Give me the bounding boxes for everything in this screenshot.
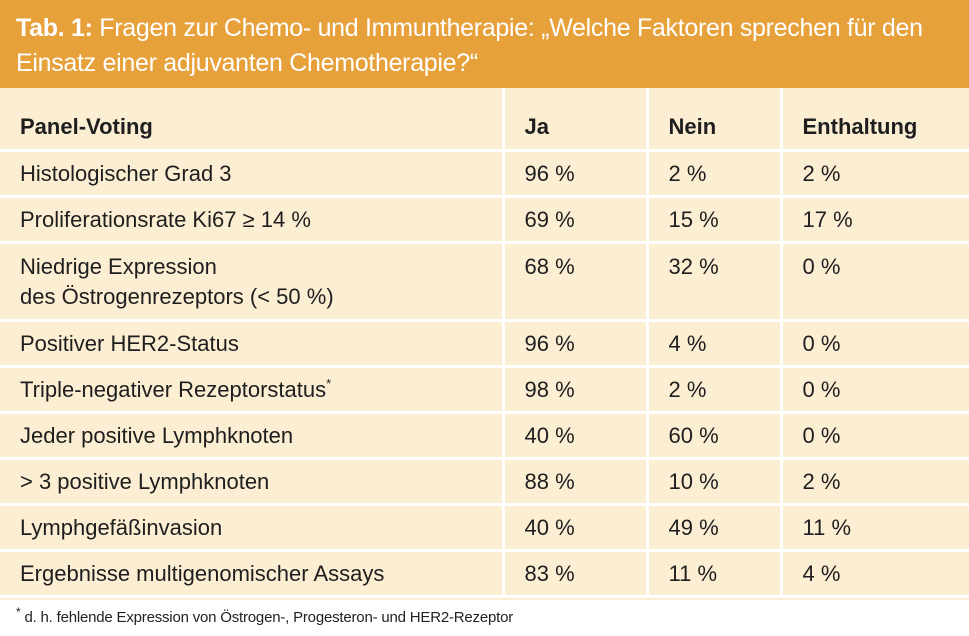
- factor-cell: Histologischer Grad 3: [0, 150, 503, 198]
- table-row: Jeder positive Lymphknoten 40 % 60 % 0 %: [0, 412, 969, 460]
- enthaltung-cell: 4 %: [779, 550, 969, 598]
- nein-cell: 15 %: [645, 196, 781, 244]
- ja-cell: 68 %: [501, 242, 647, 322]
- ja-cell: 96 %: [501, 150, 647, 198]
- enthaltung-cell: 0 %: [779, 242, 969, 322]
- factor-cell: Jeder positive Lymphknoten: [0, 412, 503, 460]
- nein-cell: 2 %: [645, 366, 781, 414]
- column-header-enthaltung: Enthaltung: [779, 88, 969, 152]
- table-row: Lymphgefäßinvasion 40 % 49 % 11 %: [0, 504, 969, 552]
- nein-cell: 2 %: [645, 150, 781, 198]
- table-header-row: Panel-Voting Ja Nein Enthaltung: [0, 88, 969, 152]
- factor-cell: Ergebnisse multigenomischer Assays: [0, 550, 503, 598]
- ja-cell: 40 %: [501, 504, 647, 552]
- factor-line-2: des Östrogenrezeptors (< 50 %): [20, 283, 334, 309]
- ja-cell: 40 %: [501, 412, 647, 460]
- ja-cell: 83 %: [501, 550, 647, 598]
- ja-cell: 69 %: [501, 196, 647, 244]
- nein-cell: 49 %: [645, 504, 781, 552]
- table-row: Histologischer Grad 3 96 % 2 % 2 %: [0, 150, 969, 198]
- ja-cell: 98 %: [501, 366, 647, 414]
- factor-line-1: Niedrige Expression: [20, 253, 217, 279]
- footnote-text: d. h. fehlende Expression von Östrogen-,…: [20, 609, 514, 626]
- caption-title: Fragen zur Chemo- und Immuntherapie: „We…: [16, 14, 923, 77]
- enthaltung-cell: 2 %: [779, 150, 969, 198]
- caption-label: Tab. 1:: [16, 14, 93, 42]
- table-row: Ergebnisse multigenomischer Assays 83 % …: [0, 550, 969, 598]
- enthaltung-cell: 17 %: [779, 196, 969, 244]
- factor-text: Triple-negativer Rezeptorstatus: [20, 376, 327, 402]
- nein-cell: 60 %: [645, 412, 781, 460]
- nein-cell: 11 %: [645, 550, 781, 598]
- ja-cell: 88 %: [501, 458, 647, 506]
- nein-cell: 10 %: [645, 458, 781, 506]
- factor-cell: Lymphgefäßinvasion: [0, 504, 503, 552]
- enthaltung-cell: 0 %: [779, 320, 969, 368]
- table-row: > 3 positive Lymphknoten 88 % 10 % 2 %: [0, 458, 969, 506]
- nein-cell: 32 %: [645, 242, 781, 322]
- factor-cell: Proliferationsrate Ki67 ≥ 14 %: [0, 196, 503, 244]
- enthaltung-cell: 2 %: [779, 458, 969, 506]
- factor-cell: Positiver HER2-Status: [0, 320, 503, 368]
- footnote-marker: *: [16, 605, 21, 619]
- voting-table: Panel-Voting Ja Nein Enthaltung Histolog…: [0, 88, 969, 598]
- footnote-marker: *: [326, 375, 332, 391]
- footnote: * d. h. fehlende Expression von Östrogen…: [16, 606, 514, 626]
- factor-cell: Triple-negativer Rezeptorstatus*: [0, 366, 503, 414]
- enthaltung-cell: 0 %: [779, 412, 969, 460]
- table-row: Proliferationsrate Ki67 ≥ 14 % 69 % 15 %…: [0, 196, 969, 244]
- table-row: Triple-negativer Rezeptorstatus* 98 % 2 …: [0, 366, 969, 414]
- table-row: Niedrige Expression des Östrogenrezeptor…: [0, 242, 969, 322]
- factor-cell: Niedrige Expression des Östrogenrezeptor…: [0, 242, 503, 322]
- column-header-nein: Nein: [645, 88, 781, 152]
- voting-table-container: Panel-Voting Ja Nein Enthaltung Histolog…: [0, 88, 969, 600]
- enthaltung-cell: 11 %: [779, 504, 969, 552]
- table-caption: Tab. 1: Fragen zur Chemo- und Immunthera…: [0, 0, 969, 88]
- nein-cell: 4 %: [645, 320, 781, 368]
- ja-cell: 96 %: [501, 320, 647, 368]
- table-row: Positiver HER2-Status 96 % 4 % 0 %: [0, 320, 969, 368]
- enthaltung-cell: 0 %: [779, 366, 969, 414]
- column-header-ja: Ja: [501, 88, 647, 152]
- factor-cell: > 3 positive Lymphknoten: [0, 458, 503, 506]
- column-header-panel-voting: Panel-Voting: [0, 88, 503, 152]
